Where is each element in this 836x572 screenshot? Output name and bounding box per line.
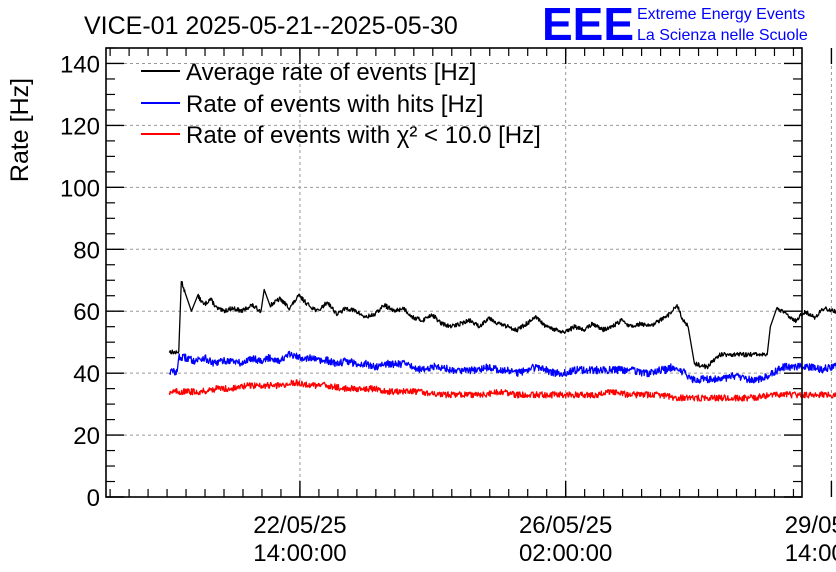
plot-frame	[105, 47, 803, 498]
x-tick-label-date: 26/05/25	[519, 512, 612, 539]
y-tick-label: 40	[73, 361, 100, 388]
series-lines	[168, 281, 836, 402]
axis-ticks	[106, 47, 833, 498]
y-tick-label: 100	[60, 175, 100, 202]
series-line-chi2	[168, 379, 836, 402]
x-tick-label-date: 22/05/25	[253, 512, 346, 539]
x-tick-label-time: 14:00:00	[785, 540, 836, 567]
logo-caption-line2: La Scienza nelle Scuole	[637, 27, 808, 44]
legend-label-hits: Rate of events with hits [Hz]	[186, 91, 483, 118]
y-tick-label: 120	[60, 113, 100, 140]
legend-label-average: Average rate of events [Hz]	[186, 59, 476, 86]
series-line-hits	[169, 350, 836, 384]
tick-labels: 02040608010012014022/05/2514:00:0026/05/…	[60, 51, 836, 567]
chart-title: VICE-01 2025-05-21--2025-05-30	[84, 12, 458, 40]
y-tick-label: 20	[73, 423, 100, 450]
series-line-average	[168, 281, 836, 370]
x-tick-label-date: 29/05/25	[785, 512, 836, 539]
y-tick-label: 60	[73, 299, 100, 326]
y-axis-label: Rate [Hz]	[6, 78, 34, 182]
y-tick-label: 140	[60, 51, 100, 78]
eee-logo: EEE Extreme Energy Events La Scienza nel…	[542, 0, 808, 50]
x-tick-label-time: 02:00:00	[519, 540, 612, 567]
legend-label-chi2: Rate of events with χ² < 10.0 [Hz]	[186, 122, 541, 149]
y-tick-label: 80	[73, 237, 100, 264]
y-tick-label: 0	[87, 485, 100, 512]
x-tick-label-time: 14:00:00	[253, 540, 346, 567]
logo-caption-line1: Extreme Energy Events	[637, 6, 805, 23]
eee-logo-text: EEE	[542, 0, 634, 50]
legend: Average rate of events [Hz] Rate of even…	[141, 59, 541, 149]
